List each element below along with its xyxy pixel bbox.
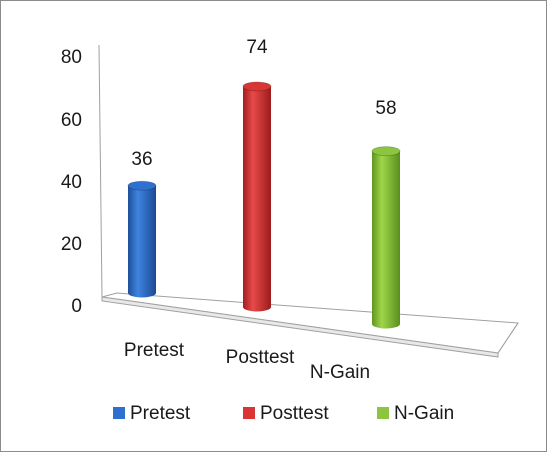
- bar-body: [243, 86, 271, 312]
- x-tick-label: Posttest: [226, 347, 295, 368]
- y-axis-line: [98, 44, 103, 298]
- y-axis-ticks: 0 20 40 60 80: [61, 47, 82, 317]
- legend-swatch: [113, 407, 125, 419]
- y-tick-label: 0: [71, 296, 82, 317]
- bar-n-gain: 58: [371, 98, 401, 329]
- bar-data-label: 36: [131, 149, 152, 170]
- legend-label: N-Gain: [394, 403, 454, 424]
- x-tick-label: Pretest: [124, 340, 185, 361]
- x-axis-ticks: Pretest Posttest N-Gain: [124, 340, 370, 383]
- bar-top: [371, 146, 401, 157]
- y-tick-label: 20: [61, 234, 82, 255]
- x-tick-label: N-Gain: [310, 362, 370, 383]
- chart-axes: [98, 44, 519, 358]
- floor-right-edge: [497, 322, 519, 354]
- bar-data-label: 74: [246, 37, 268, 58]
- legend-label: Posttest: [260, 403, 329, 424]
- bar-data-label: 58: [375, 98, 396, 119]
- legend-item: Posttest: [243, 403, 329, 424]
- legend-swatch: [243, 407, 255, 419]
- bar-body: [372, 151, 400, 329]
- y-tick-label: 60: [61, 110, 82, 131]
- legend-label: Pretest: [130, 403, 191, 424]
- y-tick-label: 80: [61, 47, 82, 68]
- bar-body: [128, 185, 156, 298]
- bar-top: [127, 180, 157, 191]
- chart-bars: 36 74 58: [127, 37, 401, 329]
- bar-top: [242, 81, 272, 92]
- bar-posttest: 74: [242, 37, 272, 312]
- legend-item: N-Gain: [377, 403, 454, 424]
- legend-swatch: [377, 407, 389, 419]
- floor-front: [101, 296, 499, 358]
- y-tick-label: 40: [61, 172, 82, 193]
- bar-pretest: 36: [127, 149, 157, 298]
- chart-legend: Pretest Posttest N-Gain: [113, 403, 454, 424]
- legend-item: Pretest: [113, 403, 191, 424]
